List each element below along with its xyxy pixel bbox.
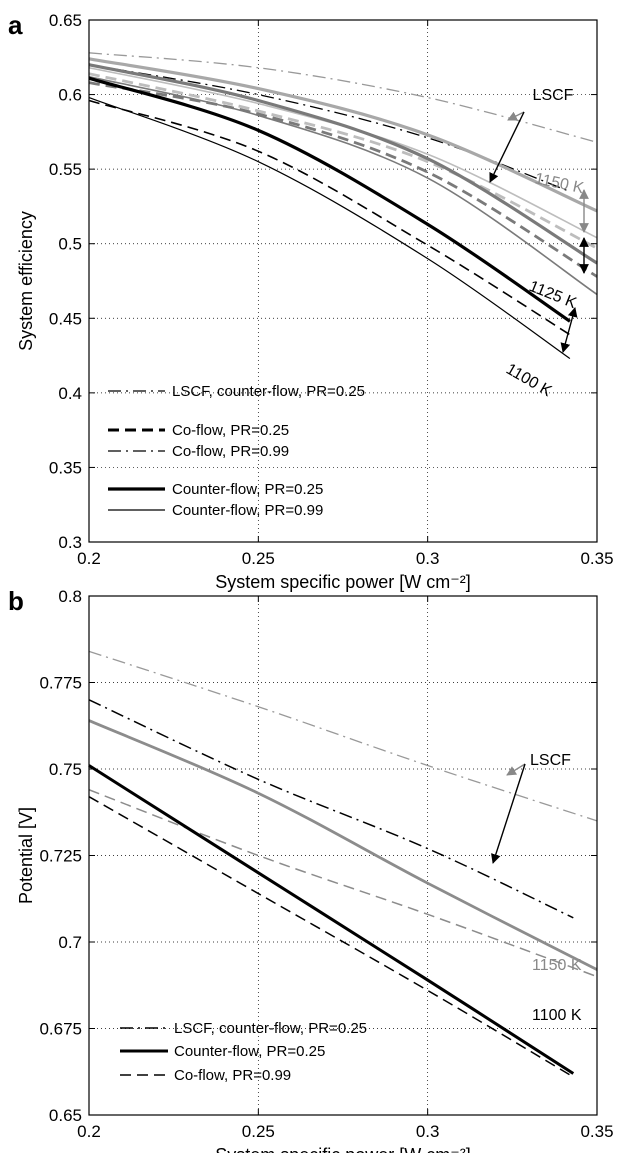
legend-label-a-4: Counter-flow, PR=0.99 <box>172 502 323 519</box>
y-tick-label-a-5: 0.55 <box>49 160 82 179</box>
legend-label-a-2: Co-flow, PR=0.99 <box>172 443 289 460</box>
panel-b-letter: b <box>8 586 24 616</box>
annotation-arrow-a-0 <box>507 111 525 121</box>
y-axis-label-b: Potential [V] <box>16 807 36 904</box>
series-line-a-7 <box>88 75 598 296</box>
y-tick-label-a-7: 0.65 <box>49 11 82 30</box>
legend-label-a-1: Co-flow, PR=0.25 <box>172 422 289 439</box>
annotation-arrow-b-0 <box>506 763 526 776</box>
annotation-a-0: LSCF <box>533 87 574 104</box>
annotation-b-0: LSCF <box>530 752 571 769</box>
series-line-b-0 <box>88 650 598 822</box>
y-tick-label-b-4: 0.75 <box>49 760 82 779</box>
y-tick-label-b-0: 0.65 <box>49 1106 82 1125</box>
series-line-a-5 <box>88 63 598 265</box>
annotation-b-1: 1150 K <box>532 957 582 974</box>
y-tick-label-b-6: 0.8 <box>58 587 82 606</box>
series-line-a-1 <box>88 64 571 193</box>
annotation-arrow-a-4 <box>560 307 578 353</box>
annotation-arrow-a-1 <box>489 111 525 183</box>
x-tick-label-a-3: 0.35 <box>580 549 613 568</box>
x-tick-label-a-1: 0.25 <box>242 549 275 568</box>
panel-a-letter: a <box>8 10 23 40</box>
x-tick-label-b-1: 0.25 <box>242 1122 275 1141</box>
series-line-a-2 <box>88 57 598 213</box>
y-tick-label-a-0: 0.3 <box>58 533 82 552</box>
series-line-a-4 <box>88 72 598 250</box>
x-tick-label-a-0: 0.2 <box>77 549 101 568</box>
x-tick-label-a-2: 0.3 <box>416 549 440 568</box>
legend-label-b-1: Counter-flow, PR=0.25 <box>174 1043 325 1060</box>
series-line-b-5 <box>88 796 574 1078</box>
annotation-a-3: 1100 K <box>503 361 555 401</box>
x-tick-label-b-0: 0.2 <box>77 1122 101 1141</box>
series-line-a-8 <box>88 76 571 323</box>
y-tick-label-a-2: 0.4 <box>58 384 82 403</box>
y-tick-label-b-2: 0.7 <box>58 933 82 952</box>
series-line-a-9 <box>88 99 571 336</box>
series-line-b-3 <box>88 789 598 978</box>
legend-label-b-2: Co-flow, PR=0.99 <box>174 1067 291 1084</box>
annotation-b-2: 1100 K <box>532 1007 582 1024</box>
series-line-a-6 <box>88 81 598 278</box>
y-axis-label-a: System efficiency <box>16 211 36 351</box>
y-tick-label-b-3: 0.725 <box>39 847 82 866</box>
legend-label-a-0: LSCF, counter-flow, PR=0.25 <box>172 383 365 400</box>
x-axis-label-b: System specific power [W cm⁻²] <box>215 1145 471 1153</box>
x-axis-label-a: System specific power [W cm⁻²] <box>215 572 471 592</box>
y-tick-label-b-1: 0.675 <box>39 1020 82 1039</box>
series-line-b-4 <box>88 764 575 1075</box>
x-tick-label-b-3: 0.35 <box>580 1122 613 1141</box>
chart-potential: 0.2 0.25 0.3 0.35 0.65 0.675 0.7 0.725 0.75 0.775… <box>16 587 614 1153</box>
series-line-a-10 <box>88 96 571 360</box>
series-line-b-1 <box>88 699 574 919</box>
y-tick-label-a-6: 0.6 <box>58 86 82 105</box>
plot-frame-a <box>88 19 598 543</box>
chart-efficiency: 0.2 0.25 0.3 0.35 0.3 0.35 0.4 0.45 0.5 0.55 0.6 0.… <box>16 11 614 592</box>
series-line-b-2 <box>88 719 598 971</box>
y-tick-label-a-4: 0.5 <box>58 235 82 254</box>
y-tick-label-a-1: 0.35 <box>49 458 82 477</box>
series-line-a-0 <box>88 52 598 143</box>
x-tick-label-b-2: 0.3 <box>416 1122 440 1141</box>
annotation-arrow-b-1 <box>491 763 526 864</box>
y-tick-label-b-5: 0.775 <box>39 674 82 693</box>
legend-label-a-3: Counter-flow, PR=0.25 <box>172 481 323 498</box>
legend-label-b-0: LSCF, counter-flow, PR=0.25 <box>174 1020 367 1037</box>
y-tick-label-a-3: 0.45 <box>49 309 82 328</box>
annotation-a-2: 1125 K <box>527 278 580 312</box>
